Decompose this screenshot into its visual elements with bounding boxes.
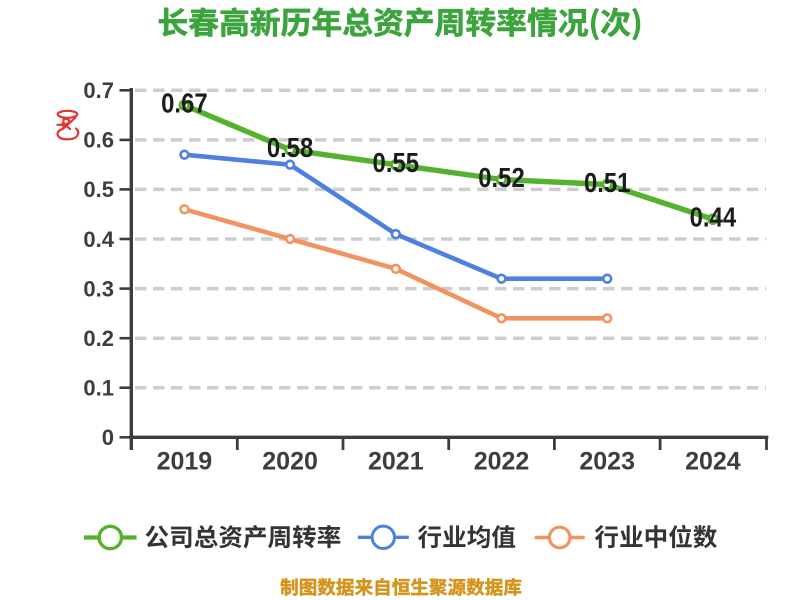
svg-text:0: 0 <box>102 425 114 450</box>
svg-text:0.6: 0.6 <box>83 128 114 153</box>
svg-text:0.5: 0.5 <box>83 177 114 202</box>
svg-text:2022: 2022 <box>474 448 530 476</box>
svg-text:0.44: 0.44 <box>690 202 737 233</box>
svg-text:2023: 2023 <box>579 448 635 476</box>
svg-text:0.7: 0.7 <box>83 78 114 103</box>
svg-text:0.67: 0.67 <box>161 88 208 119</box>
svg-text:0.51: 0.51 <box>584 167 631 198</box>
svg-text:2019: 2019 <box>157 448 213 476</box>
svg-text:0.58: 0.58 <box>267 132 314 163</box>
svg-text:0.4: 0.4 <box>83 227 114 252</box>
svg-text:0.3: 0.3 <box>83 276 114 301</box>
svg-text:2020: 2020 <box>262 448 318 476</box>
svg-text:0.55: 0.55 <box>373 147 420 178</box>
svg-text:2021: 2021 <box>368 448 424 476</box>
svg-text:0.1: 0.1 <box>83 376 114 401</box>
svg-text:0.2: 0.2 <box>83 326 114 351</box>
svg-text:0.52: 0.52 <box>478 162 525 193</box>
svg-text:2024: 2024 <box>685 448 741 476</box>
